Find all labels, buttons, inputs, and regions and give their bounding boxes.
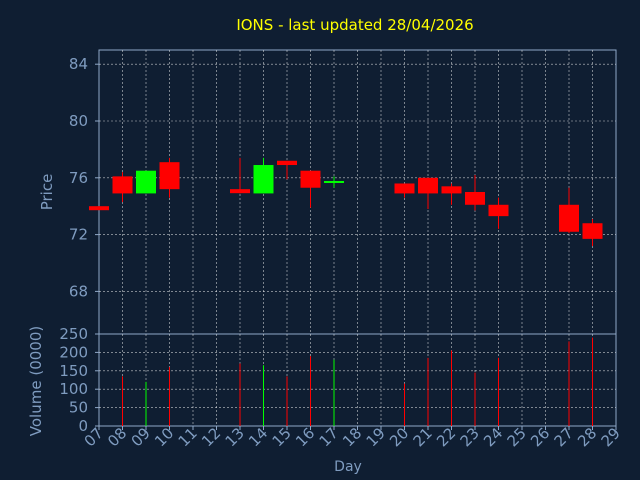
day-tick-label: 22 (433, 424, 459, 450)
day-tick-label: 13 (222, 424, 248, 450)
volume-tick-label: 150 (59, 362, 88, 380)
volume-tick-label: 50 (69, 399, 88, 417)
candle (112, 172, 133, 202)
day-tick-label: 14 (245, 424, 271, 450)
candle (159, 157, 180, 198)
candle-body (394, 183, 415, 194)
day-tick-label: 16 (292, 424, 318, 450)
volume-axis-label: Volume (0000) (27, 326, 45, 436)
candle (465, 174, 485, 211)
day-tick-label: 17 (316, 424, 342, 450)
candle (89, 206, 109, 211)
volume-grid (99, 334, 616, 426)
day-tick-label: 19 (363, 424, 389, 450)
candle (300, 170, 321, 208)
candle-body (465, 192, 485, 205)
day-tick-label: 26 (527, 424, 553, 450)
candle-body (277, 160, 297, 166)
candle-body (559, 204, 579, 232)
candle (394, 183, 415, 198)
candle (253, 157, 274, 194)
day-tick-label: 08 (104, 424, 130, 450)
candle (441, 183, 462, 205)
price-tick-label: 72 (69, 226, 88, 244)
price-tick-label: 80 (69, 112, 88, 130)
day-tick-label: 24 (480, 424, 506, 450)
candle-body (136, 170, 156, 194)
day-tick-label: 20 (386, 424, 412, 450)
candle (324, 176, 344, 188)
volume-bars (122, 337, 593, 426)
volume-tick-label: 200 (59, 343, 88, 361)
candle-body (418, 177, 438, 194)
candle-body (159, 162, 180, 190)
candle-body (89, 206, 109, 211)
candle-body (488, 204, 509, 217)
day-tick-label: 28 (574, 424, 600, 450)
day-tick-label: 21 (410, 424, 436, 450)
candle (559, 187, 579, 234)
candle-body (112, 176, 133, 194)
day-tick-label: 12 (198, 424, 224, 450)
price-axis-label: Price (38, 174, 56, 211)
day-axis-label: Day (334, 459, 362, 475)
volume-tick-label: 0 (78, 417, 88, 435)
day-tick-label: 11 (175, 424, 201, 450)
day-tick-label: 15 (269, 424, 295, 450)
candle (582, 218, 603, 246)
volume-tick-label: 250 (59, 325, 88, 343)
chart-title: IONS - last updated 28/04/2026 (236, 16, 473, 34)
day-tick-label: 27 (551, 424, 577, 450)
candle (488, 197, 509, 229)
candle (230, 157, 250, 194)
candles (89, 157, 603, 246)
price-panel: 84 80 76 72 68 Price (38, 49, 617, 335)
candle-body (253, 165, 274, 194)
candle-body (582, 223, 603, 239)
day-tick-label: 09 (128, 424, 154, 450)
day-tick-label: 25 (504, 424, 530, 450)
price-grid (99, 50, 616, 334)
day-tick-label: 29 (598, 424, 624, 450)
candle-body (441, 186, 462, 194)
price-tick-label: 76 (69, 169, 88, 187)
candle (136, 170, 156, 194)
price-tick-label: 68 (69, 282, 88, 300)
candle-body (300, 170, 321, 188)
volume-tick-label: 100 (59, 380, 88, 398)
day-tick-label: 23 (457, 424, 483, 450)
day-tick-label: 10 (151, 424, 177, 450)
candle (277, 160, 297, 180)
day-tick-label: 18 (339, 424, 365, 450)
day-axis: 0708091011121314151617181920212223242526… (81, 424, 624, 450)
price-tick-label: 84 (69, 55, 88, 73)
price-axis: 84 80 76 72 68 (69, 55, 99, 300)
candle (418, 177, 438, 210)
candle-body (230, 189, 250, 194)
